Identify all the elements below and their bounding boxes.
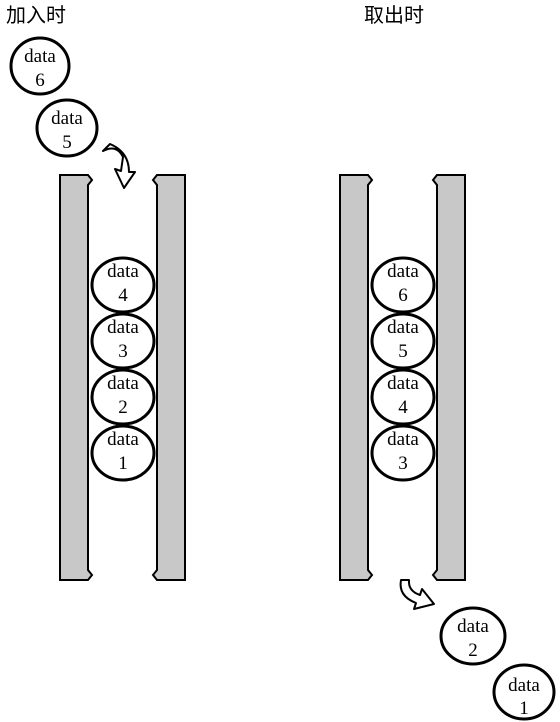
ball-label-top: data [387,429,419,450]
ball-label-top: data [387,373,419,394]
right-tube [339,174,466,581]
right-tube-left-wall [339,174,374,581]
ball-label-top: data [107,429,139,450]
ball-label-top: data [107,317,139,338]
ball-label-top: data [107,373,139,394]
left-stack-ball-4: data 4 [90,256,156,314]
ball-label-bottom: 5 [398,341,408,362]
left-stack-ball-1: data 1 [90,424,156,482]
ball-label-bottom: 6 [35,70,45,91]
left-stack-ball-3: data 3 [90,312,156,370]
ball-label-bottom: 2 [468,640,478,661]
right-stack-ball-6: data 6 [370,256,436,314]
title-dequeue: 取出时 [364,3,424,27]
ball-label-top: data [457,616,489,637]
enqueue-arrow-icon [102,143,136,189]
ball-label-bottom: 4 [398,397,408,418]
ball-label-top: data [24,46,56,67]
ball-label-bottom: 3 [398,453,408,474]
ball-label-bottom: 2 [118,397,128,418]
left-tube [59,174,186,581]
ball-label-bottom: 6 [398,285,408,306]
ball-label-top: data [387,261,419,282]
right-tube-right-wall [431,174,466,581]
ball-label-bottom: 4 [118,285,128,306]
ball-label-bottom: 1 [519,698,529,719]
ball-label-top: data [508,675,540,696]
left-tube-right-wall [151,174,186,581]
right-outgoing-ball-2: data 2 [439,606,507,666]
title-enqueue: 加入时 [6,3,66,27]
left-incoming-ball-5: data 5 [35,98,99,158]
right-stack-ball-3: data 3 [370,424,436,482]
ball-label-top: data [107,261,139,282]
ball-label-bottom: 5 [62,132,72,153]
left-tube-left-wall [59,174,94,581]
left-incoming-ball-6: data 6 [9,36,71,96]
dequeue-arrow-icon [399,579,435,610]
ball-label-bottom: 1 [118,453,128,474]
right-stack-ball-5: data 5 [370,312,436,370]
ball-label-top: data [387,317,419,338]
left-stack-ball-2: data 2 [90,368,156,426]
ball-label-top: data [51,108,83,129]
right-stack-ball-4: data 4 [370,368,436,426]
ball-label-bottom: 3 [118,341,128,362]
right-outgoing-ball-1: data 1 [492,663,556,721]
